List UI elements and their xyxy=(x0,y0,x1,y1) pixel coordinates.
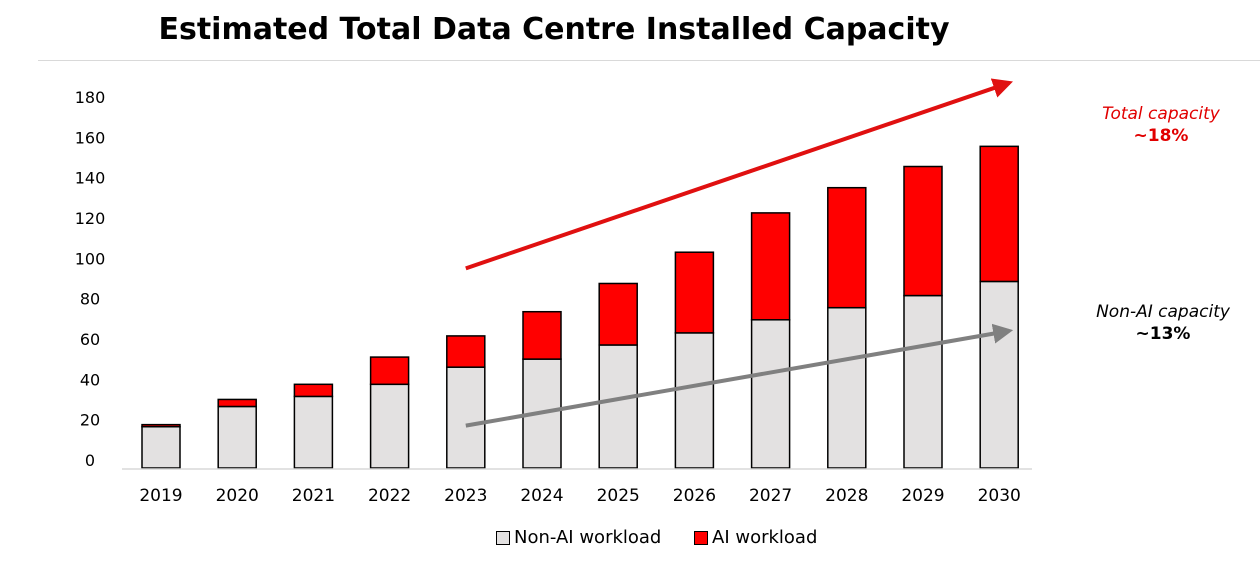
bar-non-ai-workload xyxy=(903,294,943,469)
trend-arrows xyxy=(465,78,1014,428)
bar-non-ai-workload xyxy=(369,383,410,469)
bar-ai-workload xyxy=(674,251,715,334)
y-tick-label: 180 xyxy=(75,88,106,107)
x-tick-label: 2025 xyxy=(597,486,640,506)
non-ai-capacity-growth: ~13% xyxy=(1135,324,1191,344)
x-tick-label: 2026 xyxy=(673,486,716,506)
bar-non-ai-workload xyxy=(827,306,867,469)
bar-non-ai-workload xyxy=(217,405,257,469)
x-tick-label: 2020 xyxy=(216,486,259,506)
legend-item-ai: AI workload xyxy=(694,527,817,548)
bar-ai-workload xyxy=(598,282,638,346)
bar-non-ai-workload xyxy=(674,332,715,469)
chart-title: Estimated Total Data Centre Installed Ca… xyxy=(158,12,950,47)
bar-ai-workload xyxy=(750,212,791,321)
bar-non-ai-workload xyxy=(446,366,486,469)
total-capacity-label: Total capacity xyxy=(1102,104,1220,124)
legend-item-non-ai: Non-AI workload xyxy=(496,527,661,548)
x-tick-label: 2023 xyxy=(444,486,487,506)
bar-non-ai-workload xyxy=(750,319,791,469)
x-tick-label: 2027 xyxy=(749,486,792,506)
y-axis-ticks: 0 20 40 60 80 100 120 140 160 180 xyxy=(75,88,106,470)
x-tick-label: 2028 xyxy=(825,486,868,506)
x-tick-label: 2019 xyxy=(139,486,182,506)
bar-ai-workload xyxy=(903,165,943,297)
legend-swatch-ai xyxy=(694,530,708,545)
x-tick-label: 2021 xyxy=(292,486,335,506)
legend-label-ai: AI workload xyxy=(712,527,818,548)
bar-non-ai-workload xyxy=(293,395,334,469)
total-capacity-trend-arrow xyxy=(465,78,1013,271)
x-tick-label: 2022 xyxy=(368,486,411,506)
bars xyxy=(141,145,1019,469)
x-tick-label: 2030 xyxy=(978,486,1021,506)
bar-non-ai-workload xyxy=(979,280,1019,469)
y-tick-label: 120 xyxy=(75,209,106,228)
y-tick-label: 0 xyxy=(85,451,95,470)
bar-ai-workload xyxy=(293,383,334,398)
bar-ai-workload xyxy=(446,335,486,368)
bar-ai-workload xyxy=(369,356,410,386)
y-tick-label: 80 xyxy=(80,290,100,309)
y-tick-label: 160 xyxy=(75,128,106,147)
non-ai-capacity-annotation: Non-AI capacity ~13% xyxy=(1076,302,1250,344)
x-axis-ticks: 2019 2020 2021 2022 2023 2024 2025 2026 2027 2028… xyxy=(139,486,1020,506)
non-ai-capacity-label: Non-AI capacity xyxy=(1096,302,1230,322)
y-tick-label: 60 xyxy=(80,330,100,349)
title-divider xyxy=(38,60,1260,61)
x-tick-label: 2029 xyxy=(901,486,944,506)
bar-ai-workload xyxy=(141,423,181,428)
y-tick-label: 20 xyxy=(80,411,100,430)
legend-swatch-non-ai xyxy=(496,530,510,545)
bar-ai-workload xyxy=(979,145,1019,283)
total-capacity-growth: ~18% xyxy=(1133,126,1189,146)
legend-label-non-ai: Non-AI workload xyxy=(514,527,662,548)
y-tick-label: 40 xyxy=(80,370,100,389)
x-tick-label: 2024 xyxy=(520,486,563,506)
non-ai-capacity-trend-arrow xyxy=(465,323,1014,428)
y-tick-label: 100 xyxy=(75,249,106,268)
bar-ai-workload xyxy=(217,398,257,408)
y-tick-label: 140 xyxy=(75,169,106,188)
total-capacity-annotation: Total capacity ~18% xyxy=(1080,104,1242,146)
legend: Non-AI workload AI workload xyxy=(0,527,1260,549)
bar-ai-workload xyxy=(827,186,867,309)
bar-ai-workload xyxy=(522,310,562,360)
bar-non-ai-workload xyxy=(141,425,181,469)
bar-non-ai-workload xyxy=(598,344,638,469)
